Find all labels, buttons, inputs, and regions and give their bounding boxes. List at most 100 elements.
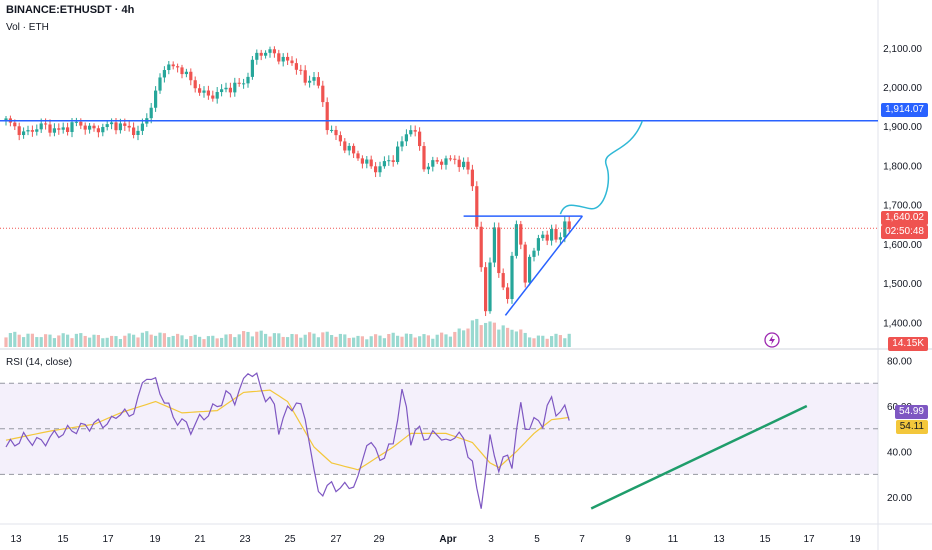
volume-bar	[26, 333, 30, 347]
candles	[4, 46, 571, 317]
candle-body	[30, 130, 34, 132]
volume-bar	[475, 318, 479, 347]
volume-bar	[13, 331, 17, 347]
volume-bar	[558, 335, 562, 347]
candle-body	[554, 229, 558, 240]
time-axis-label: 19	[149, 534, 161, 545]
volume-bar	[211, 335, 215, 347]
candle-body	[488, 262, 492, 312]
candle-body	[334, 129, 338, 136]
candle-body	[88, 125, 92, 130]
candle-body	[61, 127, 65, 130]
price-axis-label: 1,700.00	[883, 201, 922, 212]
symbol-title[interactable]: BINANCE:ETHUSDT · 4h	[6, 4, 135, 16]
candle-body	[343, 141, 347, 151]
candle-body	[506, 287, 510, 300]
rsi-axis-label: 80.00	[887, 357, 912, 368]
volume-bar	[184, 339, 188, 347]
time-axis-label: 9	[625, 534, 631, 545]
volume-bar	[48, 334, 52, 347]
volume-bar	[321, 332, 325, 347]
volume-bar	[448, 336, 452, 347]
volume-bar	[52, 338, 56, 347]
volume-bar	[545, 338, 549, 347]
candle-body	[57, 128, 61, 130]
volume-bar	[506, 327, 510, 347]
candle-body	[22, 131, 26, 136]
candle-body	[558, 237, 562, 240]
time-axis-label: 13	[713, 534, 725, 545]
candle-body	[378, 166, 382, 173]
lightning-icon[interactable]	[764, 332, 780, 348]
candle-body	[79, 121, 83, 126]
candle-body	[510, 255, 514, 300]
volume-bar	[382, 338, 386, 347]
candle-body	[242, 83, 246, 85]
candle-body	[400, 141, 404, 147]
volume-bar	[277, 333, 281, 347]
candle-body	[550, 229, 554, 241]
volume-bar	[237, 334, 241, 347]
time-axis-label: 25	[284, 534, 296, 545]
candle-body	[237, 82, 241, 84]
volume-bar	[374, 334, 378, 347]
candle-body	[167, 64, 171, 71]
candle-body	[519, 224, 523, 245]
time-axis-label: 15	[759, 534, 771, 545]
volume-bar	[264, 333, 268, 347]
volume-bar	[4, 337, 8, 347]
volume-bar	[215, 338, 219, 347]
volume-bar	[497, 329, 501, 347]
volume-bar	[220, 337, 224, 347]
candle-body	[215, 92, 219, 99]
last-price-tag: 1,640.02	[881, 211, 928, 225]
candle-body	[136, 130, 140, 136]
rsi-legend[interactable]: RSI (14, close)	[6, 357, 73, 368]
time-axis-label: 27	[330, 534, 342, 545]
candle-body	[396, 146, 400, 163]
candle-body	[369, 159, 373, 167]
volume-bar	[554, 333, 558, 347]
rsi-pane-background	[0, 383, 878, 475]
volume-bar	[431, 338, 435, 347]
candle-body	[4, 118, 8, 121]
volume-bar	[343, 334, 347, 347]
volume-legend[interactable]: Vol · ETH	[6, 22, 49, 33]
candle-body	[149, 107, 153, 119]
volume-bar	[250, 336, 254, 347]
candle-body	[101, 127, 105, 133]
volume-bar	[294, 334, 298, 347]
candle-body	[312, 77, 316, 81]
candle-body	[132, 127, 136, 136]
candle-body	[255, 52, 259, 60]
axes: 2,100.00 2,000.00 1,900.00 1,800.00 1,700.00…	[10, 44, 922, 545]
lightning-icon-bolt	[769, 335, 775, 345]
price-axis-label: 1,900.00	[883, 122, 922, 133]
candle-body	[330, 129, 334, 131]
candle-body	[470, 169, 474, 187]
price-axis-label: 1,400.00	[883, 318, 922, 329]
rsi-lines	[5, 372, 808, 510]
volume-bar	[61, 333, 65, 347]
rsi-line	[5, 372, 570, 509]
price-axis-label: 1,800.00	[883, 161, 922, 172]
volume-bar	[567, 333, 571, 347]
candle-body	[176, 66, 180, 68]
volume-bar	[105, 337, 109, 347]
volume-bar	[325, 331, 329, 347]
time-axis-label: 23	[239, 534, 251, 545]
candle-body	[281, 56, 285, 62]
volume-bar	[30, 333, 34, 347]
candle-body	[228, 87, 232, 93]
candle-body	[233, 82, 237, 93]
time-axis-label: 17	[102, 534, 114, 545]
volume-bar	[123, 335, 127, 347]
candle-body	[347, 145, 351, 151]
volume-bar	[532, 338, 536, 347]
candle-body	[462, 161, 466, 168]
volume-bar	[66, 334, 70, 347]
time-axis-label: Apr	[439, 534, 456, 545]
triangle-support	[504, 215, 583, 316]
volume-bar	[22, 337, 26, 347]
